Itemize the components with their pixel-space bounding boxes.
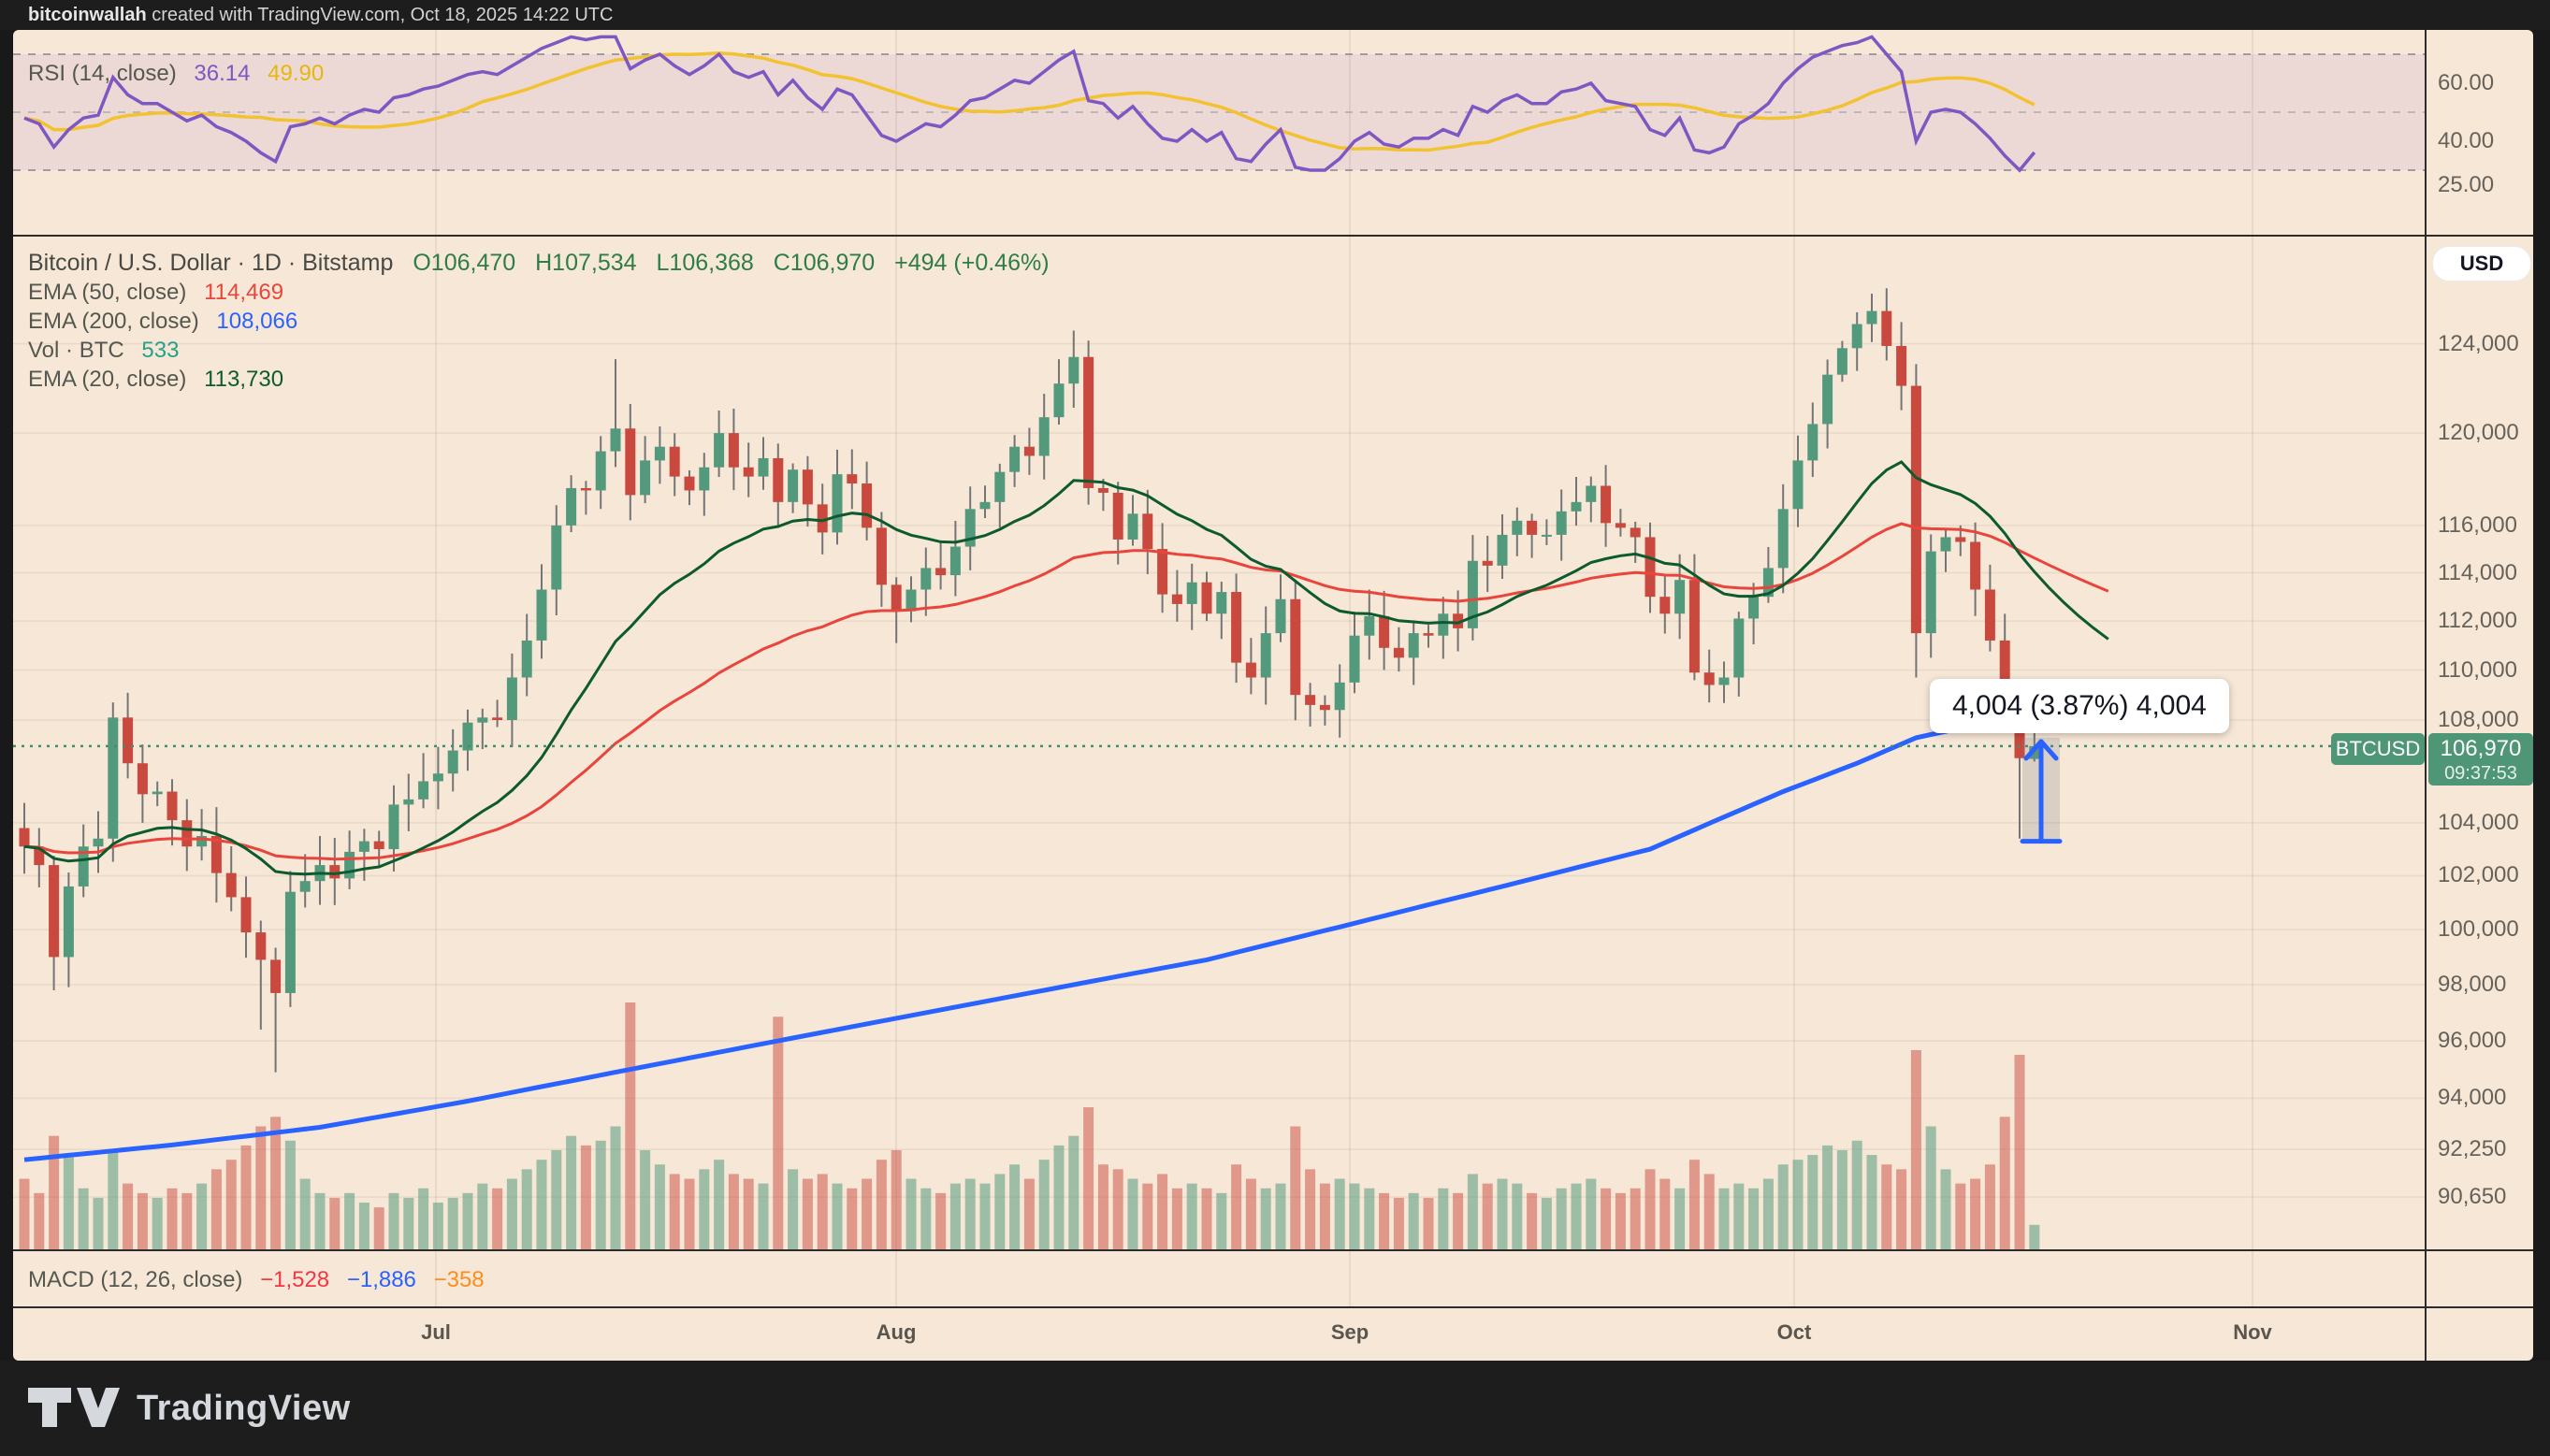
tradingview-logo-icon xyxy=(28,1388,120,1427)
time-axis-label-jul: Jul xyxy=(421,1320,451,1344)
time-axis-label-nov: Nov xyxy=(2233,1320,2272,1344)
price-axis-label: 96,000 xyxy=(2438,1028,2507,1054)
attribution-bar: bitcoinwallah created with TradingView.c… xyxy=(0,0,2550,30)
rsi-axis-label: 25.00 xyxy=(2438,171,2495,197)
price-axis-label: 94,000 xyxy=(2438,1085,2507,1111)
tradingview-logo[interactable]: TradingView xyxy=(28,1388,351,1429)
countdown-timer: 09:37:53 xyxy=(2444,763,2517,784)
price-axis-label: 116,000 xyxy=(2438,512,2517,538)
time-axis-label-sep: Sep xyxy=(1330,1320,1369,1344)
price-axis-label: 114,000 xyxy=(2438,559,2517,585)
rsi-main-separator[interactable] xyxy=(13,235,2533,237)
price-axis-label: 90,650 xyxy=(2438,1184,2507,1210)
last-price-value: 106,970 xyxy=(2440,736,2522,761)
price-axis-label: 110,000 xyxy=(2438,656,2517,683)
symbol-badge[interactable]: BTCUSD xyxy=(2331,733,2425,765)
time-axis-label-aug: Aug xyxy=(876,1320,917,1344)
price-axis-label: 100,000 xyxy=(2438,916,2519,943)
tradingview-logo-text: TradingView xyxy=(137,1388,351,1428)
price-axis-label: 112,000 xyxy=(2438,608,2517,634)
price-axis-label: 102,000 xyxy=(2438,862,2519,888)
price-axis-label: 104,000 xyxy=(2438,809,2519,835)
author-name: bitcoinwallah xyxy=(28,5,147,25)
rsi-axis-label: 40.00 xyxy=(2438,128,2495,153)
main-macd-separator[interactable] xyxy=(13,1249,2533,1251)
price-axis-label: 98,000 xyxy=(2438,972,2507,997)
currency-button[interactable]: USD xyxy=(2432,246,2531,281)
axis-separator xyxy=(13,1306,2533,1308)
rsi-axis-label: 60.00 xyxy=(2438,70,2495,95)
chart-container[interactable]: RSI (14, close) 36.14 49.90 Bitcoin / U.… xyxy=(13,30,2533,1361)
price-axis-label: 120,000 xyxy=(2438,420,2519,446)
attribution-text: created with TradingView.com, Oct 18, 20… xyxy=(146,5,614,25)
price-axis-label: 108,000 xyxy=(2438,707,2519,732)
measure-tooltip: 4,004 (3.87%) 4,004 xyxy=(1930,679,2229,733)
last-price-badge[interactable]: 106,970 09:37:53 xyxy=(2428,733,2533,786)
chart-canvas[interactable] xyxy=(13,30,2533,1361)
footer-bar: TradingView xyxy=(0,1361,2550,1456)
price-axis-label: 92,250 xyxy=(2438,1136,2507,1162)
time-axis-label-oct: Oct xyxy=(1776,1320,1812,1344)
price-axis-label: 124,000 xyxy=(2438,330,2519,356)
price-scale-separator[interactable] xyxy=(2425,30,2427,1361)
